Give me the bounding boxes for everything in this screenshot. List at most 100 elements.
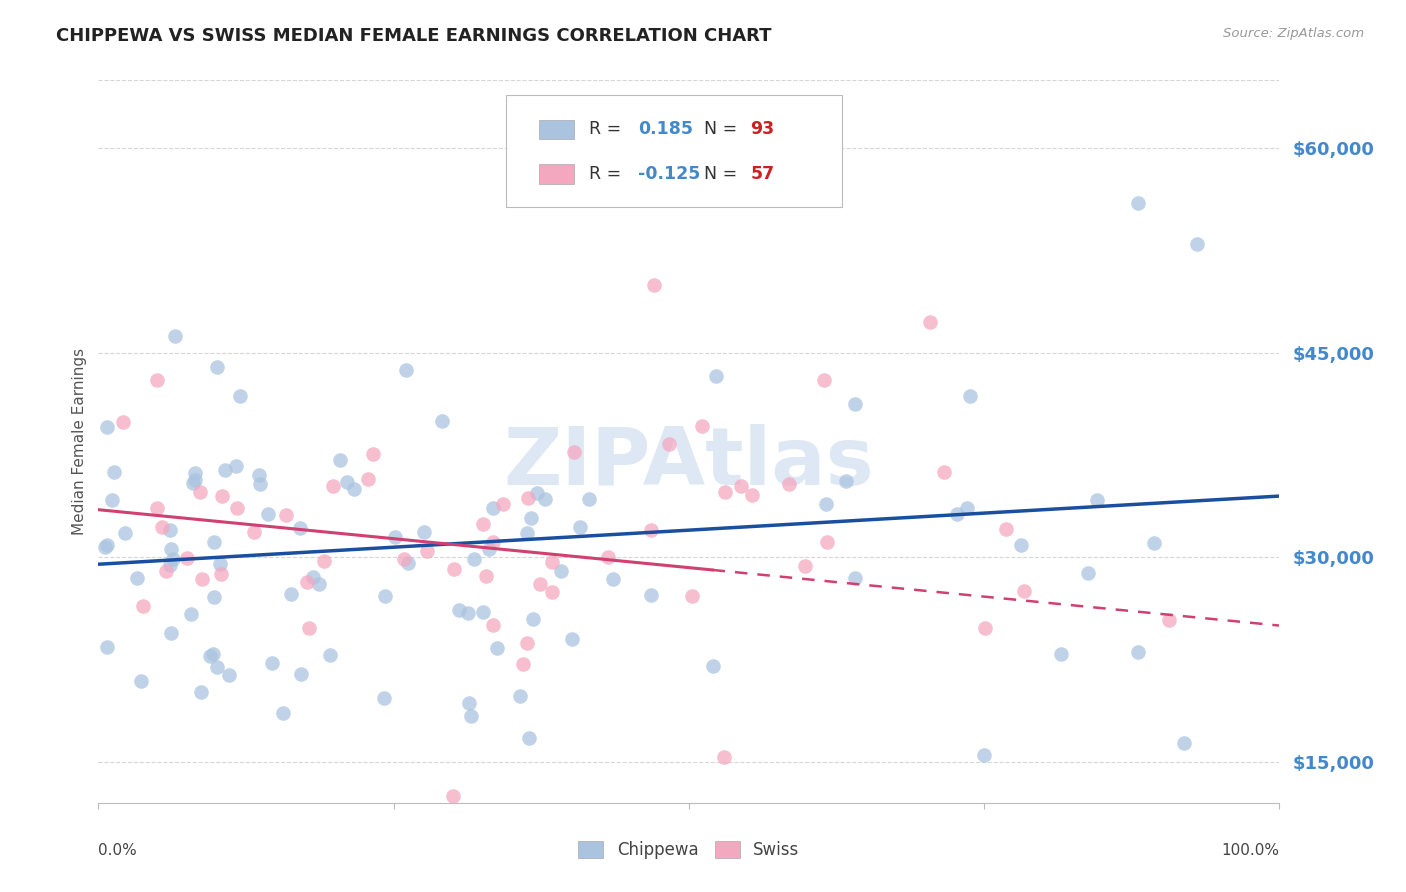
Point: [509, 690, 531, 704]
Text: 0.185: 0.185: [638, 120, 693, 138]
Point: [184, 473, 207, 487]
Point: [329, 452, 352, 467]
Point: [288, 520, 311, 534]
Point: [550, 564, 572, 578]
Point: [159, 541, 181, 556]
Text: 93: 93: [751, 120, 775, 138]
Text: -0.125: -0.125: [638, 165, 700, 183]
Point: [730, 479, 752, 493]
Point: [516, 526, 538, 541]
Point: [373, 691, 395, 706]
Point: [159, 558, 181, 572]
Point: [1185, 236, 1208, 251]
Point: [1126, 196, 1149, 211]
Point: [471, 606, 494, 620]
Text: 100.0%: 100.0%: [1222, 843, 1279, 857]
Point: [1010, 537, 1032, 551]
Point: [295, 575, 318, 590]
Point: [184, 466, 207, 480]
Point: [298, 621, 321, 635]
Point: [1157, 613, 1180, 627]
Point: [290, 666, 312, 681]
Point: [640, 523, 662, 537]
Point: [190, 484, 212, 499]
Point: [101, 492, 124, 507]
Point: [465, 816, 488, 830]
Point: [322, 479, 344, 493]
Point: [127, 571, 149, 585]
Point: [191, 572, 214, 586]
Point: [301, 570, 323, 584]
Point: [713, 749, 735, 764]
Point: [519, 510, 541, 524]
Point: [741, 488, 763, 502]
Point: [159, 523, 181, 537]
Point: [225, 501, 247, 516]
Point: [522, 611, 544, 625]
Point: [564, 444, 586, 458]
Point: [481, 534, 503, 549]
Legend: Chippewa, Swiss: Chippewa, Swiss: [578, 841, 800, 860]
Point: [844, 571, 866, 585]
Point: [794, 558, 817, 573]
Point: [218, 668, 240, 682]
Point: [533, 491, 555, 506]
Point: [713, 484, 735, 499]
Point: [271, 706, 294, 720]
Point: [176, 550, 198, 565]
Point: [247, 467, 270, 482]
Point: [318, 648, 340, 662]
Point: [392, 552, 415, 566]
Point: [1143, 535, 1166, 549]
Point: [335, 475, 357, 489]
Point: [974, 621, 997, 635]
Point: [526, 486, 548, 500]
Point: [578, 491, 600, 506]
Text: 57: 57: [751, 165, 775, 183]
Point: [162, 551, 184, 566]
Point: [481, 501, 503, 516]
Point: [596, 549, 619, 564]
Point: [190, 685, 212, 699]
Point: [361, 447, 384, 461]
Point: [519, 731, 541, 745]
Point: [181, 475, 204, 490]
Point: [249, 477, 271, 491]
Point: [228, 389, 250, 403]
Point: [512, 657, 534, 672]
Point: [457, 696, 479, 710]
Point: [112, 415, 135, 429]
Point: [1173, 735, 1195, 749]
Point: [260, 656, 283, 670]
Text: CHIPPEWA VS SWISS MEDIAN FEMALE EARNINGS CORRELATION CHART: CHIPPEWA VS SWISS MEDIAN FEMALE EARNINGS…: [56, 27, 772, 45]
Point: [312, 554, 335, 568]
Point: [449, 603, 471, 617]
Point: [472, 516, 495, 531]
Point: [1012, 584, 1035, 599]
Point: [517, 491, 540, 506]
Text: R =: R =: [589, 120, 626, 138]
Point: [994, 522, 1017, 536]
Point: [602, 572, 624, 586]
Point: [1077, 566, 1099, 580]
Point: [308, 576, 330, 591]
Point: [516, 635, 538, 649]
FancyBboxPatch shape: [538, 120, 575, 139]
Point: [946, 507, 969, 521]
Point: [814, 497, 837, 511]
Point: [202, 590, 225, 604]
Point: [413, 525, 436, 540]
Text: Source: ZipAtlas.com: Source: ZipAtlas.com: [1223, 27, 1364, 40]
Point: [478, 542, 501, 557]
Point: [704, 368, 727, 383]
Point: [643, 277, 665, 292]
Point: [778, 476, 800, 491]
Point: [395, 362, 418, 376]
Point: [568, 520, 591, 534]
Point: [257, 507, 280, 521]
Point: [813, 372, 835, 386]
Point: [973, 748, 995, 763]
Point: [640, 588, 662, 602]
Point: [457, 606, 479, 620]
Point: [956, 501, 979, 516]
